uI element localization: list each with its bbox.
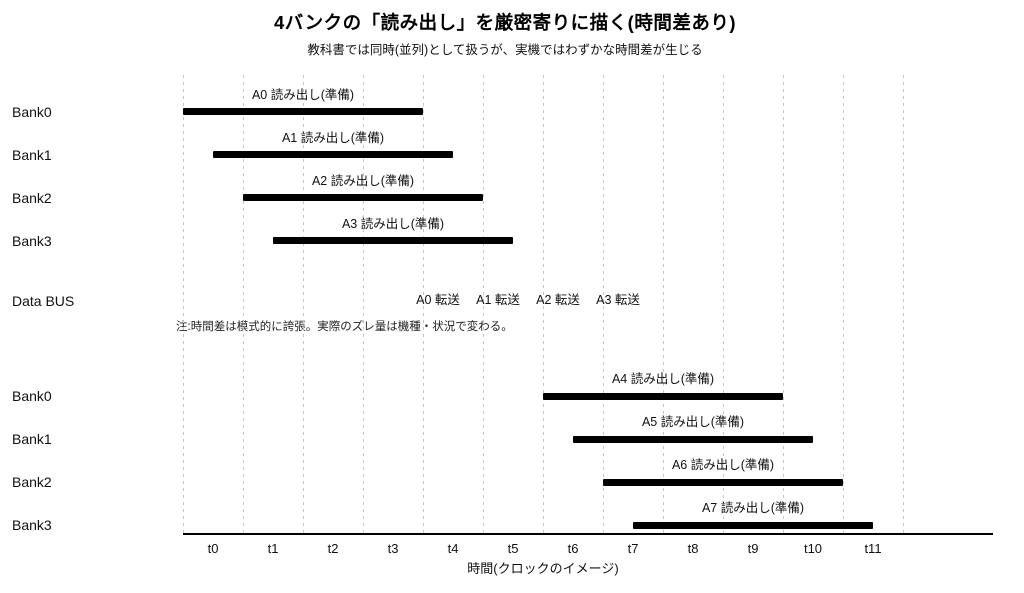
timeline-bar-a5 xyxy=(573,435,813,443)
row-label-bank: Bank0 xyxy=(12,103,52,120)
timeline-bar-a1 xyxy=(213,151,453,158)
x-tick-label: t8 xyxy=(687,541,699,556)
x-tick-label: t11 xyxy=(864,541,882,556)
timeline-bar-a3 xyxy=(273,237,513,244)
bar-label-a0: A0 読み出し(準備) xyxy=(251,87,355,102)
row-label-bank: Bank2 xyxy=(12,189,52,206)
chart-title: 4バンクの「読み出し」を厳密寄りに描く(時間差あり) xyxy=(273,12,737,33)
gridline xyxy=(902,75,904,534)
gridline xyxy=(842,75,844,534)
x-axis-label: 時間(クロックのイメージ) xyxy=(467,561,619,576)
row-label-data-bus: Data BUS xyxy=(12,293,75,309)
gridline xyxy=(662,75,664,534)
row-label-bank: Bank2 xyxy=(12,474,52,490)
gridline xyxy=(782,75,784,534)
gridline xyxy=(602,75,604,534)
row-label-bank: Bank3 xyxy=(12,232,52,249)
bar-label-a6: A6 読み出し(準備) xyxy=(671,458,775,472)
gridline xyxy=(362,75,364,534)
gridline xyxy=(482,75,484,534)
row-label-bank: Bank1 xyxy=(12,146,52,163)
timeline-bar-a6 xyxy=(603,478,843,486)
x-axis-line xyxy=(183,533,993,535)
x-tick-label: t2 xyxy=(327,541,339,556)
bus-transfer-label: A2 転送 xyxy=(536,293,580,307)
bar-label-a3: A3 読み出し(準備) xyxy=(341,216,445,231)
gridline xyxy=(182,75,184,534)
gridline xyxy=(722,75,724,534)
bar-label-a4: A4 読み出し(準備) xyxy=(611,372,715,386)
row-label-bank: Bank0 xyxy=(12,388,52,404)
gridline xyxy=(302,75,304,534)
timeline-bar-a0 xyxy=(183,108,423,115)
bus-transfer-label: A3 転送 xyxy=(596,293,640,307)
chart-subtitle: 教科書では同時(並列)として扱うが、実機ではわずかな時間差が生じる xyxy=(307,43,703,57)
bar-label-a7: A7 読み出し(準備) xyxy=(701,501,805,515)
x-tick-label: t5 xyxy=(507,541,519,556)
bus-transfer-label: A1 転送 xyxy=(476,293,520,307)
x-tick-label: t7 xyxy=(627,541,639,556)
row-label-bank: Bank1 xyxy=(12,431,52,447)
timeline-bar-a2 xyxy=(243,194,483,201)
x-tick-label: t4 xyxy=(447,541,459,556)
x-tick-label: t1 xyxy=(267,541,279,556)
bar-label-a5: A5 読み出し(準備) xyxy=(641,415,745,429)
x-tick-label: t6 xyxy=(567,541,579,556)
note-text: 注:時間差は模式的に誇張。実際のズレ量は機種・状況で変わる。 xyxy=(176,321,513,333)
x-tick-label: t10 xyxy=(803,541,823,556)
timeline-bar-a7 xyxy=(633,521,873,529)
x-tick-label: t3 xyxy=(387,541,399,556)
bar-label-a1: A1 読み出し(準備) xyxy=(281,130,385,145)
gridline xyxy=(242,75,244,534)
bus-transfer-label: A0 転送 xyxy=(416,293,460,307)
row-label-bank: Bank3 xyxy=(12,517,52,533)
timeline-bar-a4 xyxy=(543,392,783,400)
bar-label-a2: A2 読み出し(準備) xyxy=(311,173,415,188)
gridline xyxy=(422,75,424,534)
x-tick-label: t9 xyxy=(747,541,759,556)
gridline xyxy=(542,75,544,534)
x-tick-label: t0 xyxy=(207,541,219,556)
